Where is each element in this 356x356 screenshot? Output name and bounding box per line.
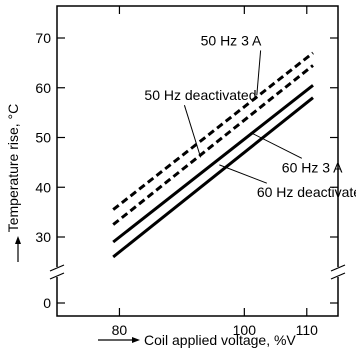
annotation-leader xyxy=(219,164,268,184)
x-axis-arrowhead xyxy=(132,337,140,343)
annotation-leader xyxy=(256,50,262,96)
series-line-3 xyxy=(112,84,314,244)
series-line-1 xyxy=(112,51,314,211)
y-tick-label: 50 xyxy=(35,130,51,146)
plot-frame xyxy=(56,5,339,317)
x-tick-label: 110 xyxy=(296,322,319,338)
axis-break-mark xyxy=(330,264,346,272)
y-tick-label: 30 xyxy=(35,229,51,245)
axis-break-gap xyxy=(331,267,345,277)
y-tick-label: 70 xyxy=(35,30,51,46)
annotation-leader xyxy=(250,132,303,159)
series-annotation-label: 60 Hz deactivated xyxy=(257,184,356,200)
y-tick-label: 0 xyxy=(43,295,51,311)
y-axis-label: Temperature rise, °C xyxy=(5,104,21,233)
axis-break-mark xyxy=(49,272,65,280)
x-tick-label: 100 xyxy=(233,322,257,338)
axis-break-mark xyxy=(330,272,346,280)
series-line-2 xyxy=(112,64,314,226)
x-tick-label: 80 xyxy=(112,322,128,338)
y-tick-label: 60 xyxy=(35,80,51,96)
y-tick-label: 40 xyxy=(35,179,51,195)
x-axis-label: Coil applied voltage, %V xyxy=(144,332,296,348)
series-annotation-label: 50 Hz deactivated xyxy=(144,87,256,103)
y-axis-arrowhead xyxy=(15,236,21,244)
annotation-leader xyxy=(183,105,202,158)
series-annotation-label: 60 Hz 3 A xyxy=(282,159,343,175)
axis-break-gap xyxy=(50,267,64,277)
axis-break-mark xyxy=(49,264,65,272)
series-line-4 xyxy=(112,96,314,259)
series-annotation-label: 50 Hz 3 A xyxy=(201,32,262,48)
